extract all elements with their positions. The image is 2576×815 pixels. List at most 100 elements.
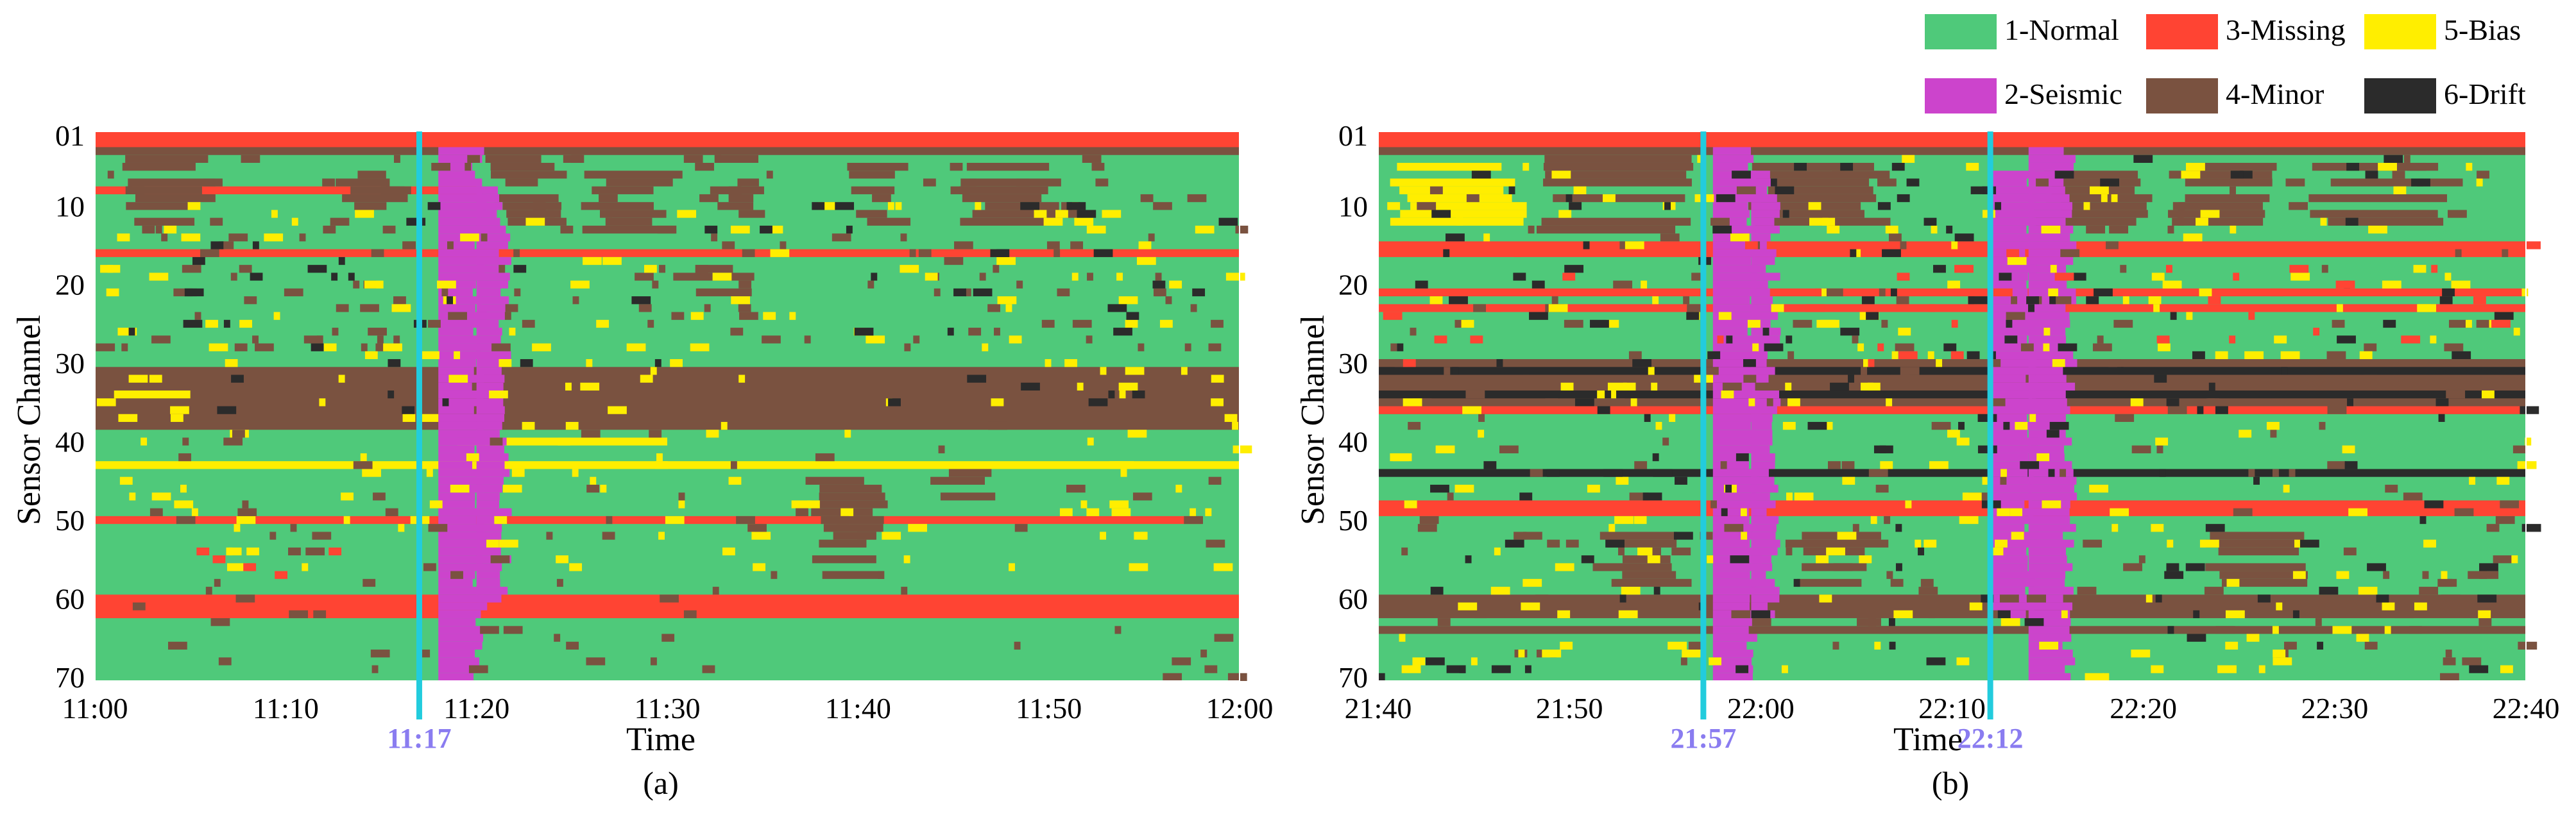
- heatmap-scatter-cell: [205, 319, 218, 328]
- heatmap-scatter-cell: [640, 374, 653, 383]
- heatmap-scatter-cell: [1077, 382, 1084, 391]
- heatmap-scatter-cell: [1072, 319, 1092, 328]
- heatmap-scatter-cell: [203, 178, 223, 187]
- heatmap-scatter-cell: [1214, 634, 1234, 642]
- heatmap-patch-cell: [819, 492, 885, 501]
- heatmap-patch-cell: [1990, 469, 2028, 477]
- heatmap-scatter-cell: [1387, 202, 1401, 210]
- heatmap-scatter-cell: [129, 492, 136, 501]
- heatmap-scatter-cell: [2393, 186, 2407, 194]
- legend-swatch-drift: [2364, 78, 2436, 113]
- heatmap-scatter-cell: [913, 335, 920, 344]
- heatmap-scatter-cell: [2046, 430, 2060, 438]
- heatmap-scatter-cell: [1390, 453, 1410, 462]
- heatmap-scatter-cell: [305, 547, 325, 556]
- heatmap-patch-cell: [1990, 233, 2030, 242]
- heatmap-scatter-cell: [1995, 202, 2002, 210]
- heatmap-scatter-cell: [1886, 398, 1893, 407]
- heatmap-patch-cell: [438, 406, 474, 414]
- heatmap-scatter-cell: [2521, 524, 2541, 532]
- heatmap-scatter-cell: [1555, 563, 1574, 571]
- heatmap-scatter-cell: [323, 225, 336, 234]
- heatmap-scatter-cell: [2280, 657, 2287, 666]
- heatmap-scatter-cell: [2244, 351, 2264, 360]
- heatmap-patch-cell: [438, 343, 481, 351]
- heatmap-scatter-cell: [1805, 304, 1825, 312]
- heatmap-scatter-cell: [2313, 328, 2320, 336]
- heatmap-scatter-cell: [602, 256, 622, 265]
- heatmap-scatter-cell: [1861, 367, 1868, 375]
- heatmap-scatter-cell: [1820, 319, 1839, 328]
- heatmap-scatter-cell: [1483, 461, 1497, 469]
- heatmap-patch-cell: [438, 445, 475, 453]
- heatmap-scatter-cell: [1775, 186, 1795, 194]
- heatmap-patch-cell: [2028, 406, 2070, 414]
- heatmap-scatter-cell: [2181, 171, 2201, 179]
- heatmap-scatter-cell: [1458, 602, 1478, 610]
- heatmap-band: [114, 391, 191, 399]
- heatmap-scatter-cell: [491, 343, 511, 351]
- heatmap-patch-cell: [438, 304, 476, 312]
- heatmap-scatter-cell: [128, 374, 148, 383]
- heatmap-scatter-cell: [569, 563, 583, 571]
- heatmap-scatter-cell: [1187, 194, 1207, 203]
- heatmap-scatter-cell: [909, 249, 916, 257]
- heatmap-patch-cell: [1541, 217, 1691, 226]
- heatmap-patch-cell: [1544, 155, 1692, 163]
- heatmap-scatter-cell: [182, 437, 189, 446]
- heatmap-patch-cell: [1990, 414, 2027, 422]
- heatmap-scatter-cell: [1900, 367, 1920, 375]
- heatmap-scatter-cell: [2248, 469, 2255, 477]
- heatmap-scatter-cell: [2477, 594, 2497, 603]
- heatmap-scatter-cell: [2186, 162, 2205, 171]
- heatmap-scatter-cell: [1926, 657, 1946, 666]
- heatmap-patch-cell: [717, 202, 754, 210]
- heatmap-scatter-cell: [1897, 194, 1910, 203]
- heatmap-scatter-cell: [2113, 319, 2133, 328]
- heatmap-patch-cell: [1751, 500, 1776, 508]
- heatmap-scatter-cell: [1478, 430, 1485, 438]
- heatmap-scatter-cell: [406, 217, 426, 226]
- heatmap-scatter-cell: [661, 634, 675, 642]
- heatmap-band: [1378, 391, 2526, 399]
- heatmap-scatter-cell: [2469, 665, 2489, 673]
- heatmap-band: [1378, 367, 2526, 375]
- heatmap-scatter-cell: [704, 225, 718, 234]
- heatmap-scatter-cell: [1730, 555, 1750, 564]
- heatmap-patch-cell: [476, 445, 504, 453]
- heatmap-patch-cell: [1751, 578, 1775, 587]
- heatmap-scatter-cell: [1651, 382, 1658, 391]
- heatmap-scatter-cell: [1781, 665, 1788, 673]
- heatmap-patch-cell: [1751, 210, 1780, 218]
- heatmap-scatter-cell: [2164, 571, 2184, 579]
- heatmap-scatter-cell: [2479, 563, 2498, 571]
- heatmap-scatter-cell: [1132, 391, 1145, 399]
- heatmap-scatter-cell: [2257, 594, 2271, 603]
- heatmap-scatter-cell: [454, 351, 461, 360]
- heatmap-patch-cell: [438, 225, 479, 234]
- heatmap-scatter-cell: [1551, 296, 1558, 305]
- heatmap-scatter-cell: [918, 249, 932, 257]
- heatmap-scatter-cell: [901, 587, 908, 595]
- heatmap-scatter-cell: [908, 524, 927, 532]
- heatmap-patch-cell: [476, 328, 502, 336]
- heatmap-patch-cell: [1712, 547, 1752, 556]
- heatmap-scatter-cell: [1233, 445, 1252, 453]
- heatmap-scatter-cell: [2060, 469, 2067, 477]
- heatmap-patch-cell: [438, 217, 481, 226]
- heatmap-scatter-cell: [1159, 319, 1173, 328]
- heatmap-scatter-cell: [2424, 500, 2444, 508]
- heatmap-patch-cell: [506, 210, 555, 218]
- y-tick-label: 30: [55, 347, 85, 380]
- heatmap-scatter-cell: [1928, 610, 1935, 619]
- heatmap-scatter-cell: [237, 508, 257, 516]
- heatmap-scatter-cell: [2028, 304, 2034, 312]
- heatmap-scatter-cell: [1891, 351, 1898, 360]
- heatmap-scatter-cell: [832, 233, 851, 242]
- heatmap-scatter-cell: [560, 225, 574, 234]
- heatmap-scatter-cell: [2444, 343, 2464, 351]
- heatmap-scatter-cell: [2383, 571, 2390, 579]
- heatmap-scatter-cell: [1826, 547, 1845, 556]
- heatmap-scatter-cell: [1752, 618, 1771, 626]
- heatmap-patch-cell: [438, 437, 486, 446]
